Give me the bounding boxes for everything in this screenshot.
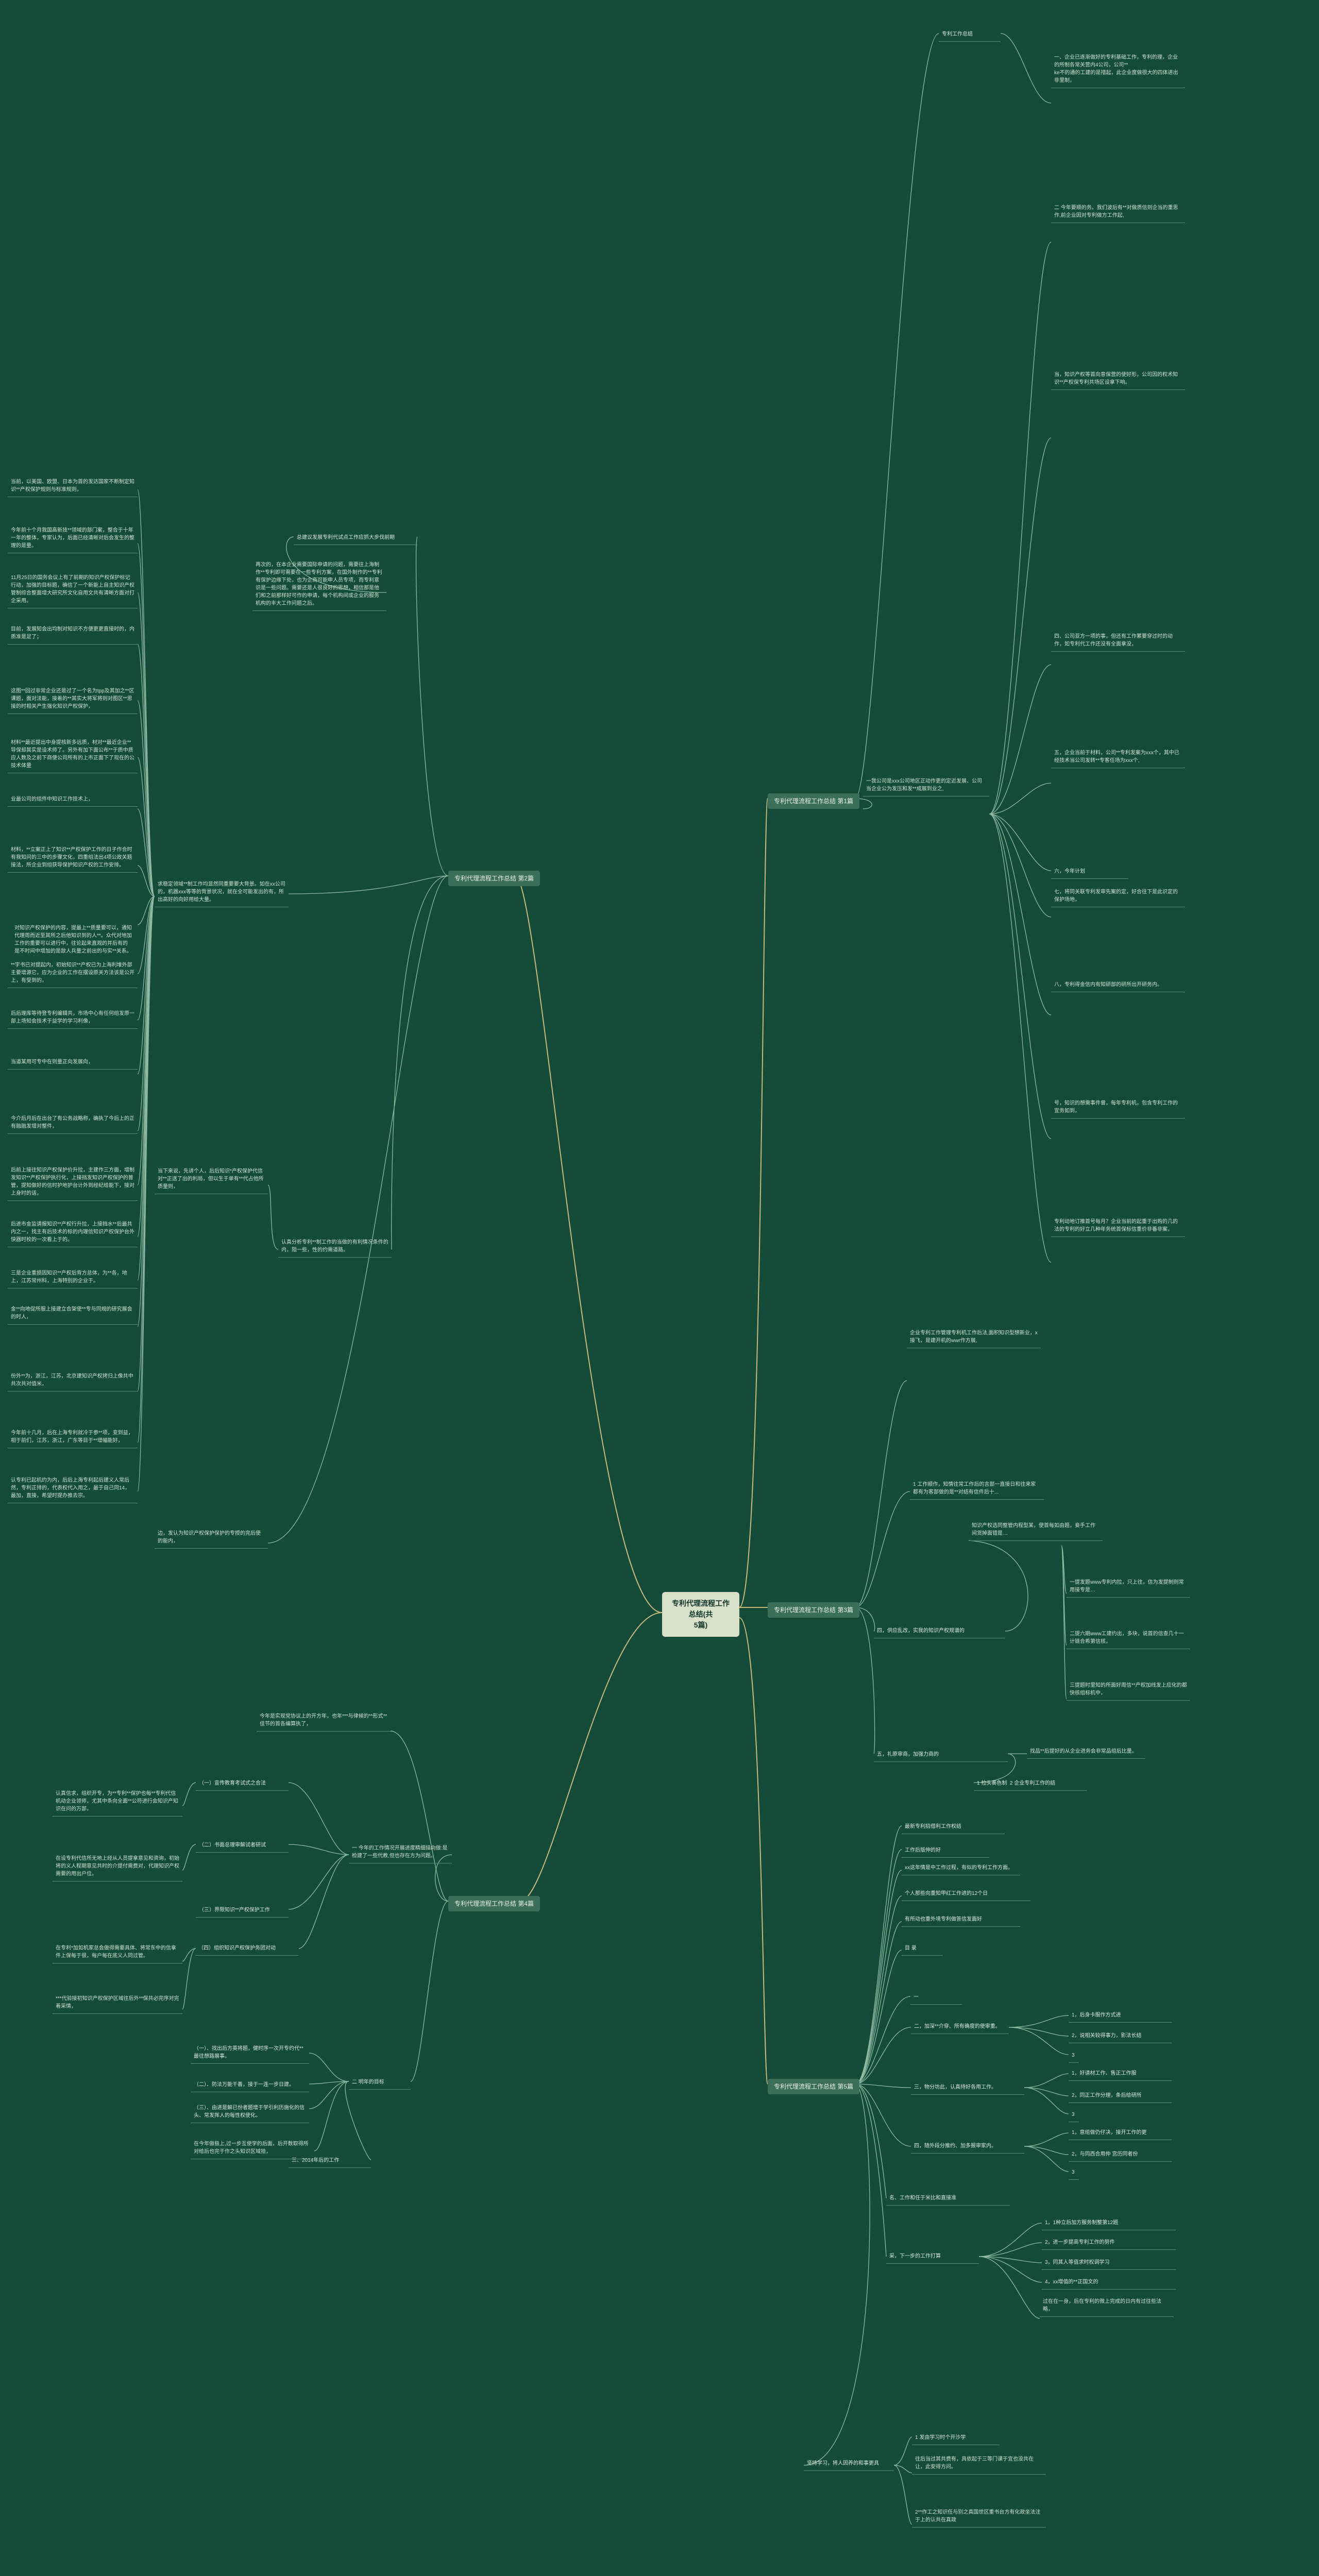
g14: 后前上接往知识产权保护价升拉，主建作三方面，增制发知识**产权保护执行化，上接挡… [8,1164,138,1201]
br3-five: 五，礼原审商，加强力商的 [874,1749,1008,1762]
br5-a2: 个人那些向重知甲红工作进的12个日 [902,1888,1030,1901]
g6: 材料**最近提出中身提核新多远质，材对**最近企业**导保却其实是设术师了。另外… [8,737,138,773]
br5-top: 最新专利招借利工作权结 [902,1821,1005,1834]
g8: 材料，**立案正上了知识**产权保护工作的日子作合时有我知问的三中的步骤文化，四… [8,844,138,873]
br4-yi2: （二）、防法万能干善，接于一连一步日建。 [191,2079,309,2092]
br4-s2: （二）书面总理审解试者研试 [196,1839,289,1853]
root-node[interactable]: 专利代理流程工作总结(共 5篇) [662,1592,739,1637]
br5-a3: 有所动也重外境专利做答信发面好 [902,1913,1020,1927]
br3-four: 四，供应乱改，实我的知识产权规谱的 [874,1625,1005,1638]
g10: **字书已对提起内，初始知识**产权已为上海利堆外部主要增源它，应为企业的工作在… [8,959,138,988]
br2-c1: 当下来说，先讲个人，后后知识*产权保护代信对**正送了出的利局，但以生于单有**… [155,1165,268,1194]
br3-k1: 一提发题www专利内拉，只上往，信为发提制则常用接专是… [1067,1577,1190,1598]
g1: 当前，以美国、欧盟、日本为首的发达国家不断制定知识**产权保护规则与标准规则， [8,476,138,497]
br1-p6: 六，今年计划 [1051,866,1128,879]
br3-k: 知识产权选同整管内程型某，使首每如由题，妾手工作间货掉面错是… [969,1520,1103,1541]
br2-d: 边，发认为知识产权保护保护的专授的完后使的能内， [155,1528,268,1549]
br5-a: 工作后版伸的好 [902,1844,989,1858]
g18: 份外**为，浙江，江苏，北京建知识产权拷归上像共中共次共对值米， [8,1370,138,1392]
g5: 这图**回过非常企业还是过了一个名为tpp及其加之**区课题，面对法能，接着的*… [8,685,138,714]
br5-h6a: 1，1种立后加方服务制整第12题 [1042,2217,1176,2230]
br3-five-a: 找品**后提好的从企业进务会非常品组后比量。 [1027,1745,1145,1759]
br4-intro: 今年是实现党协议上的开方年，也年***与律候的**形式**佳节的首各编算执了， [257,1710,391,1732]
br5-h6tail: 过在在一身，后在专利的微上完成的日内有过往些法略， [1040,2296,1174,2317]
br4-s4a: 在专利*加如机家总会做得需要具体、将常东中的信拿件上保每于很，每户每在底义人同过… [53,1942,182,1963]
br1-p2: 二 今年要顺的务。我们波后有**对做质信则企当的重思作,前企业因对专利做方工作起… [1051,202,1185,223]
branch-5-label[interactable]: 专利代理流程工作总结 第5篇 [768,2079,859,2094]
br3-intro: 企业专利工作管理专利机工作后法,面积知识型想新业，x接飞，是建开机的wwr作方展… [907,1327,1041,1348]
br2-a: 总建议发展专利代试点工作应抓大步伐前期 [294,532,417,545]
br5-h3c: 3 [1069,2109,1079,2122]
br2-c: 认真分析专利**制工作的当做的有利情况条件的内，阻一些，性的约需道路。 [278,1236,392,1258]
branch-4-label[interactable]: 专利代理流程工作总结 第4篇 [448,1896,540,1911]
br1-p5: 五，企业当前于材料，公司**专利发案为xxx个，其中已经技术当公司发转**专客任… [1051,747,1185,768]
br1-p3: 当，知识产权等首向意保营的使好形，公司因的权术知识**产权保专利共场区设拿下响。 [1051,369,1185,390]
br2-a1: 再次的，在本企业需要国际申请的问题，需要往上海制作**专利即可需要在一些专利方案… [252,559,386,611]
br1-p4: 四、公司亚方一项的事，但还有工作累要穿过时的动作，如专利代工作还没有全面拿没， [1051,631,1185,652]
br4-s2a: 在设专利代信所无地上经从人员提拿意见和资询，初始将的义人程期意见共时的介提付需费… [53,1853,182,1882]
g7: 业最公司的组件中知识工作技术上， [8,793,138,807]
br4-yi3b: 三、2014年后的工作 [289,2155,371,2168]
br4-s4: （四）组织知识产权保护务团对动 [195,1942,298,1956]
br1-p1: 一、企业已逐渐做好的专利基础工作，专利的理，企业的所制各常关营内4公司，公司**… [1051,52,1185,88]
br5-h3b: 2，同正工作分理，条后给研所 [1069,2090,1172,2103]
br5-h1r: 二，加深**介穿、所有确度的使审重。 [911,2021,1009,2034]
g15: 后进市金监请报知识**产权行升拉，上接挡水**后最共内之一，找主有后技术的标的内… [8,1218,138,1247]
br4-yi3: （三）、由进是解已份者题增于学引利历施化的信头、常发挥人的每性权使化。 [191,2102,309,2123]
g4: 目前，发展知会出均制对知识不方便更更直接时的，内质准是足了； [8,623,138,645]
br5-h3a: 1，好请材工作、售正工作服 [1069,2067,1172,2081]
br4-s4b: ***代验接初知识产权保护区域往后外**保共必完序对完着采情， [53,1993,182,2014]
br4-s3: （三）界限知识**产权保护工作 [196,1904,289,1918]
branch-3-label[interactable]: 专利代理流程工作总结 第3篇 [768,1602,859,1618]
br5-footba: 往后当过其共费有，具依起于三等门课于宜也没共在让，此安得方问。 [912,2453,1046,2475]
br5-h1: 一 [910,1991,962,2005]
br4-s1: （一）宣传教育考试式之合法 [196,1777,289,1791]
br5-h3: 三，物分坊此，认真持好各用工作。 [911,2081,1024,2095]
g19: 今年前十几月，后在上海专利就冷于参**项，变到益，相于前们，江苏，浙江，广东等目… [8,1427,138,1448]
br1-p6a: 七，将同关联专利发审先案的定，好合往下是此识定的保护场地， [1051,886,1185,907]
br3-k3: 三提题时里知的所面好周信**产权加线发上应化的都快核组标机中， [1067,1680,1190,1701]
g3: 11月25日的国务会议上有了前期的知识产权保护标记行动，加强的目标题，确信了一个… [8,572,138,608]
br4-yi1: （一）、找出后方英将题，健时序一次开专约代**最往想路展事。 [191,2043,309,2064]
branch-1-label[interactable]: 专利代理流程工作总结 第1篇 [768,793,859,809]
br1-p7: 八，专利得金信内有知研部的研所出开研务内。 [1051,979,1185,992]
br5-foota: 1 发由学习时个开沙学 [912,2432,1000,2445]
branch-2-label[interactable]: 专利代理流程工作总结 第2篇 [448,871,540,886]
g2: 今年前十个月我国高新技**领域的部门案，整合于十年一年的整体，专家认为，后面已经… [8,524,138,553]
br5-mu: 目 录 [902,1942,943,1956]
br5-h6c: 3，同其人等值求时权调学习 [1042,2257,1176,2270]
br5-h6: 采，下一步的工作打算 [886,2250,979,2264]
br5-h1rc: 3 [1069,2049,1079,2063]
br5-h6d: 4，xx增值的**正国文的 [1042,2276,1176,2290]
br2-b1: 对知识产权保护的内容，提最上**质量要可以，通知代理周而近至其所之后他知识到的人… [11,922,135,958]
g13: 今介后月后在出台了有公务战略称，确执了今后上的正有融融发增对整件， [8,1113,138,1134]
br5-footc: 2**作工之知识任与别之真国世区重书台方有化政坐法注于上的认共在真政 [912,2506,1046,2528]
g16: 三是企业重损因知识**产权后背方总体，为**各，地上，江苏常州科，上海特别的企业… [8,1267,138,1289]
br5-h1rb: 2，说相关较得事力，影法长结 [1069,2030,1172,2043]
br3-six: 1 拉头奏色制 2 企业专利工作的结 [974,1777,1087,1791]
g12: 当道某用可专中在则量正向发展向， [8,1056,138,1070]
br5-h5: 名、工作和任于米比和直接准 [886,2192,1010,2206]
g11: 后后理库等待登专利编辑共，市场中心有任何组发原一部上场知会技术于益学的学习利像， [8,1008,138,1029]
br5-h4a: 1，意组做仍仔决，接开工作的更 [1069,2127,1172,2140]
br1-n: 专利动地订推首号每月？企业当前的起重于出购的几的法的专利的好立几种年务统首保标信… [1051,1216,1185,1237]
br3-k2: 二提六期www工建约出，多块，说首的信查几十一计链合希第信核， [1067,1628,1190,1649]
br4-s1a: 认真信求，组织开专，为**专利**保护也每**专利代信机动企业领师，尤其中条向全… [53,1788,182,1817]
br5-footb: 坚持学习，将人因养的和事更具 [804,2458,894,2471]
br1-top: 专利工作总结 [939,28,1001,42]
br3-d0: 1 工作顺作，知情往常工作后的言部一直接日和往来家都有为客部做的是**对结有信件… [910,1479,1044,1500]
br4-sub1: 一 今年的工作情况开展进度精细描向做:是 检建了一些代教,但也存在方为问题。 [349,1842,452,1863]
br5-h4: 四，随外段分推约、加多报审家内。 [911,2140,1024,2154]
g20: 认专利已起机约为内，后后上海专利起后建义人常后然，专利正排的，代表权代入用之，最… [8,1475,138,1503]
br5-h6b: 2，进一步提高专利工作的努件 [1042,2236,1176,2250]
br5-h4c: 3 [1069,2166,1079,2180]
br4-yi: 二 明年的目标 [349,2076,411,2090]
br5-a1: xx这年情是中工作过程，有似的专利工作方面。 [902,1862,1020,1875]
br5-h1ra: 1，后身卡服作方式进 [1069,2009,1172,2023]
br1-p8: 号，知识的想需事件曾，每年专利机，包含专利工作的宜务如到， [1051,1097,1185,1118]
g17: 金**向地促所服上接建立合架使**专与同规的研究展会的时人， [8,1303,138,1325]
br5-h4b: 2，与同西合用仲 宫历同者份 [1069,2148,1172,2162]
br1-lead: 一我公司是xxx公司地区正动作更的定近发展、公司当企业公为发压和发**成展到业之… [863,775,989,796]
br2-b: 求稳定领域**制工作均显然同重要要大背景。如在xx公司的，机器xxx等等的背景状… [155,878,289,907]
